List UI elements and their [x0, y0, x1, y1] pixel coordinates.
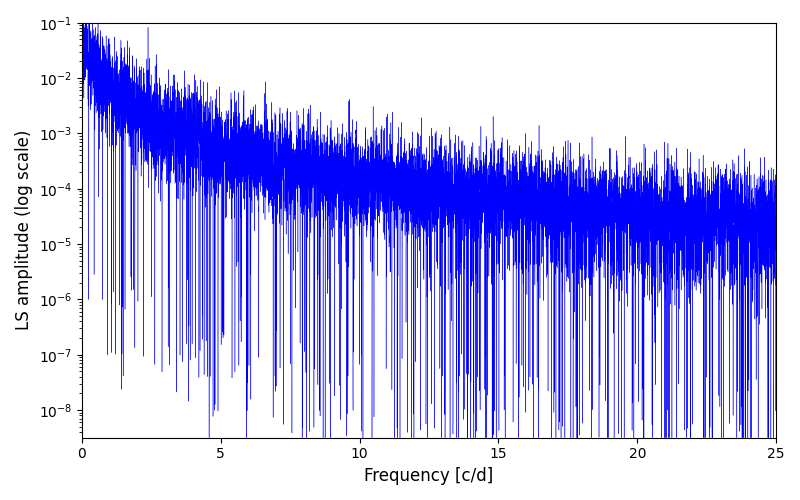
X-axis label: Frequency [c/d]: Frequency [c/d] [364, 467, 494, 485]
Y-axis label: LS amplitude (log scale): LS amplitude (log scale) [15, 130, 33, 330]
